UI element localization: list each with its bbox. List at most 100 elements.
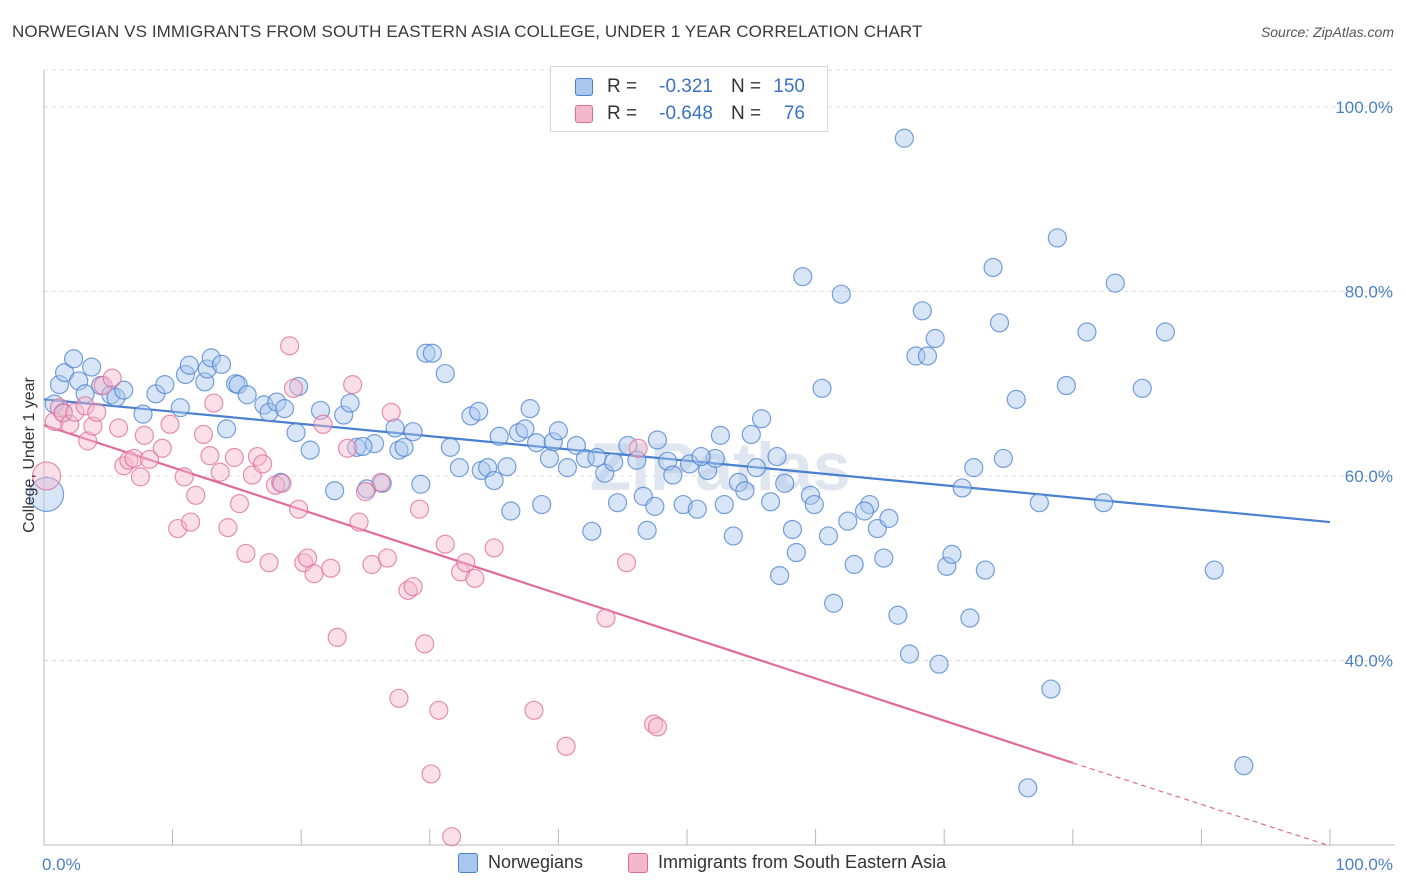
point-norwegians (989, 313, 1010, 333)
bottom-legend-norwegians: Norwegians (458, 852, 583, 873)
point-immigrants (102, 368, 122, 388)
point-norwegians (411, 474, 431, 494)
point-norwegians (372, 473, 392, 493)
point-norwegians (983, 257, 1003, 278)
point-norwegians (501, 501, 521, 521)
legend-row-norwegians: R = -0.321 N = 150 (575, 74, 805, 100)
point-norwegians (854, 501, 875, 521)
point-norwegians (844, 554, 864, 575)
point-immigrants (442, 827, 462, 847)
point-immigrants (304, 564, 324, 584)
legend-n-label: N = (731, 76, 762, 97)
point-norwegians (539, 448, 559, 469)
point-immigrants (355, 482, 376, 502)
point-norwegians (217, 419, 237, 439)
point-norwegians (899, 644, 920, 664)
point-norwegians (106, 387, 126, 408)
bottom-legend-label: Norwegians (488, 852, 584, 872)
point-norwegians (1029, 493, 1049, 513)
point-norwegians (237, 385, 257, 405)
point-norwegians (394, 437, 414, 457)
bottom-legend-immigrants: Immigrants from South Eastern Asia (628, 852, 946, 873)
point-norwegians (812, 378, 832, 398)
point-norwegians (925, 328, 945, 349)
point-norwegians (793, 267, 813, 287)
point-immigrants (218, 518, 238, 538)
point-immigrants (389, 688, 409, 708)
point-norwegians (520, 399, 540, 419)
point-norwegians (274, 399, 295, 419)
point-immigrants (616, 553, 637, 573)
point-norwegians (879, 508, 899, 528)
point-norwegians (532, 494, 552, 515)
point-immigrants (174, 467, 194, 487)
point-immigrants (647, 717, 668, 737)
legend-swatch-pink (575, 105, 593, 123)
point-immigrants (193, 424, 214, 445)
point-norwegians (389, 440, 409, 460)
point-immigrants (160, 414, 180, 434)
point-norwegians (440, 437, 460, 457)
point-norwegians (775, 473, 795, 493)
point-immigrants (465, 568, 485, 588)
point-norwegians (1018, 778, 1038, 798)
point-immigrants (280, 336, 300, 356)
point-norwegians (469, 401, 489, 421)
point-immigrants (415, 634, 435, 654)
point-norwegians (917, 346, 938, 366)
point-norwegians (741, 424, 761, 445)
point-norwegians (582, 521, 602, 541)
trend-line-norwegians (43, 398, 1331, 524)
point-norwegians (906, 346, 926, 366)
tick-labels: 40.0% 60.0% 80.0% 100.0% 0.0% 100.0% (42, 98, 1393, 874)
bottom-legend-swatch-pink (628, 852, 648, 873)
point-norwegians (497, 457, 517, 477)
point-norwegians (267, 392, 287, 412)
point-norwegians (679, 454, 700, 474)
point-immigrants (343, 375, 363, 395)
point-immigrants (371, 472, 391, 493)
point-norwegians (197, 359, 217, 379)
point-immigrants (398, 580, 418, 600)
point-norwegians (663, 465, 683, 485)
point-immigrants (181, 512, 201, 532)
point-immigrants (484, 538, 504, 558)
point-norwegians (831, 284, 851, 304)
point-immigrants (596, 608, 616, 628)
point-immigrants (31, 461, 62, 491)
point-norwegians (259, 402, 279, 422)
point-immigrants (236, 543, 256, 564)
point-norwegians (952, 478, 972, 498)
point-immigrants (265, 475, 286, 495)
point-norwegians (637, 520, 657, 540)
point-norwegians (604, 452, 624, 472)
stats-legend: R = -0.321 N = 150 R = -0.648 N = 76 (550, 66, 828, 132)
point-immigrants (134, 425, 154, 445)
point-norwegians (607, 493, 628, 513)
point-norwegians (179, 355, 199, 375)
point-norwegians (782, 519, 803, 540)
point-norwegians (449, 458, 469, 478)
point-norwegians (1132, 378, 1152, 398)
point-norwegians (489, 426, 509, 446)
point-immigrants (321, 558, 341, 578)
legend-r-label: R = (607, 76, 638, 97)
point-immigrants (337, 438, 358, 458)
point-norwegians (403, 422, 423, 442)
trend-line-immigrants-extrapolated (1072, 762, 1331, 847)
legend-r-value: -0.648 (659, 103, 713, 124)
point-norwegians (353, 436, 373, 457)
point-norwegians (1234, 756, 1254, 776)
point-immigrants (628, 438, 648, 458)
bottom-legend-swatch-blue (458, 852, 478, 873)
point-immigrants (224, 447, 244, 468)
point-norwegians (735, 481, 755, 501)
point-norwegians (63, 349, 84, 369)
point-norwegians (786, 542, 806, 563)
point-norwegians (1204, 560, 1224, 580)
data-points (28, 128, 1254, 847)
point-norwegians (133, 404, 153, 424)
point-immigrants (60, 414, 80, 434)
point-norwegians (114, 380, 134, 400)
